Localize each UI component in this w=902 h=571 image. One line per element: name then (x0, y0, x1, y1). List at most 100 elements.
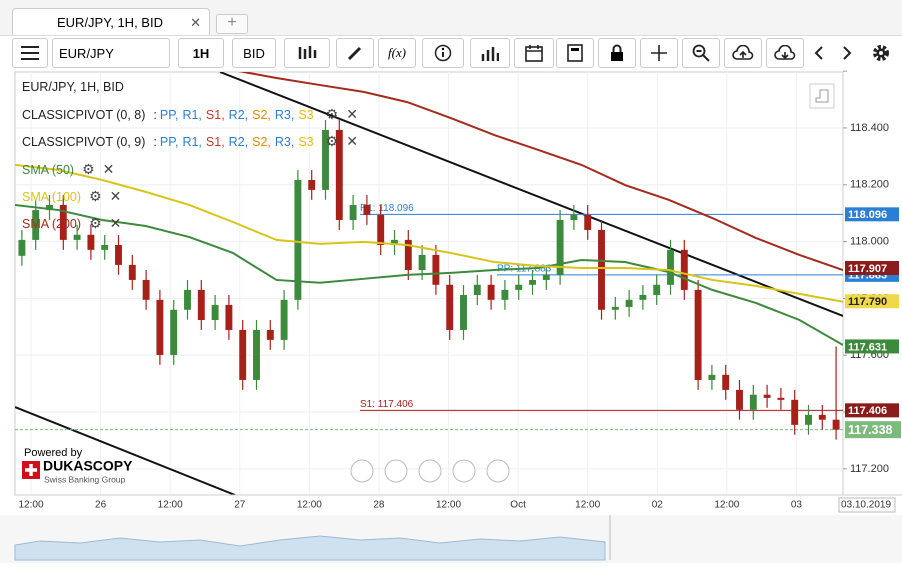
close-icon[interactable]: ✕ (109, 188, 122, 204)
nav-forward[interactable] (486, 459, 510, 483)
candle-body (87, 234, 95, 250)
candle-body (32, 210, 40, 240)
period-button[interactable]: 1H (178, 38, 224, 68)
price-badge-label: 117.338 (848, 423, 893, 437)
legend-row: SMA (200) ⚙ ✕ (22, 215, 121, 232)
candle-body (404, 239, 412, 271)
x-tick-label: 02 (652, 500, 664, 511)
menu-button[interactable] (12, 38, 48, 68)
draw-tool[interactable] (336, 38, 374, 68)
close-icon[interactable]: ✕ (109, 215, 122, 231)
gear-icon[interactable]: ⚙ (89, 215, 102, 231)
candle-body (18, 239, 26, 256)
price-badge (845, 294, 899, 309)
legend-row: CLASSICPIVOT (0, 9): PP, R1, S1, R2, S2, R3, S3… (22, 133, 358, 150)
info-button[interactable] (422, 38, 464, 68)
candle-body (73, 234, 81, 240)
gear-icon[interactable]: ⚙ (325, 106, 339, 122)
x-tick-label: 12:00 (436, 500, 461, 511)
gear-icon[interactable]: ⚙ (82, 161, 95, 177)
powered-by: Powered by DUKASCOPY Swiss Banking Group (22, 447, 133, 484)
tab[interactable]: EUR/JPY, 1H, BID ✕ (12, 8, 210, 35)
candle-body (722, 374, 730, 390)
upload-button[interactable] (724, 38, 762, 68)
volume-button[interactable] (470, 38, 510, 68)
close-icon[interactable]: ✕ (346, 133, 358, 149)
close-icon[interactable]: ✕ (102, 161, 115, 177)
candle-body (805, 414, 812, 425)
candle-body (625, 299, 633, 307)
candle-body (542, 274, 550, 280)
indicator-level: S1, (205, 108, 225, 122)
candle-body (473, 284, 481, 296)
legend-entry: SMA (100) (22, 190, 82, 204)
candle-body (170, 309, 178, 355)
indicator-level: S3 (298, 108, 314, 122)
indicator-separator: : (153, 135, 157, 149)
chart-type[interactable] (284, 38, 330, 68)
price-badge-label: 117.406 (848, 405, 887, 417)
candle-body (791, 399, 799, 425)
indicator-button[interactable]: f(x) (378, 38, 416, 68)
navigator-area (14, 535, 606, 561)
nav-zoom-out[interactable] (384, 459, 408, 483)
side-button[interactable]: BID (232, 38, 276, 68)
candle-body (46, 204, 53, 211)
legend-entry: SMA (200) (22, 217, 82, 231)
trend-line (15, 406, 236, 495)
brand-sub: Swiss Banking Group (44, 474, 126, 484)
candle-body (391, 239, 398, 246)
candle-body (501, 289, 509, 300)
candle-body (653, 284, 661, 296)
legend-row: EUR/JPY, 1H, BID (22, 80, 124, 94)
candle-body (266, 329, 274, 340)
calc-button[interactable] (556, 38, 594, 68)
nav-controls (350, 459, 510, 483)
brand: DUKASCOPY (43, 458, 133, 474)
crosshair-button[interactable] (640, 38, 678, 68)
gear-icon[interactable]: ⚙ (325, 133, 339, 149)
symbol-input[interactable]: EUR/JPY (52, 38, 170, 68)
y-tick-label: 117.200 (850, 463, 889, 475)
nav-zoom-in[interactable] (452, 459, 476, 483)
candle-body (184, 289, 191, 310)
candle-body (763, 394, 771, 398)
gear-icon[interactable]: ⚙ (89, 188, 102, 204)
candle-body (598, 229, 605, 310)
y-tick-label: 118.000 (850, 236, 889, 248)
close-icon[interactable]: ✕ (346, 106, 358, 122)
price-badge-label: 117.631 (848, 341, 887, 353)
tab-bar: EUR/JPY, 1H, BID ✕ + (0, 0, 902, 36)
nav-back[interactable] (350, 459, 374, 483)
nav-reset[interactable] (418, 459, 442, 483)
scroll-left[interactable] (806, 38, 832, 68)
indicator-level: PP, (159, 135, 179, 149)
x-tick-label: 12:00 (18, 500, 43, 511)
candle-body (584, 214, 592, 230)
indicator-level: S2, (252, 108, 271, 122)
candle-body (460, 295, 467, 330)
indicator-level: R1, (182, 135, 202, 149)
candle-body (515, 284, 523, 290)
x-tick-label: 12:00 (714, 500, 739, 511)
download-button[interactable] (766, 38, 804, 68)
maximize-button[interactable] (809, 83, 835, 109)
settings-button[interactable] (866, 38, 896, 68)
legend-row: SMA (100) ⚙ ✕ (22, 188, 121, 205)
calendar-button[interactable] (514, 38, 554, 68)
x-tick-label: 12:00 (575, 500, 600, 511)
indicator-level: S3 (298, 135, 314, 149)
price-badge (845, 207, 899, 222)
candle-body (639, 295, 647, 300)
new-tab[interactable]: + (216, 14, 248, 34)
indicator-level: R2, (228, 108, 249, 122)
zoom-button[interactable] (682, 38, 720, 68)
pivot-label: R1: 118.096 (360, 203, 414, 214)
candle-body (736, 389, 743, 410)
candle-body (142, 279, 150, 300)
lock-button[interactable] (598, 38, 636, 68)
candle-body (418, 254, 426, 271)
candle-body (156, 299, 164, 355)
indicator-level: S2, (252, 135, 271, 149)
scroll-right[interactable] (834, 38, 860, 68)
